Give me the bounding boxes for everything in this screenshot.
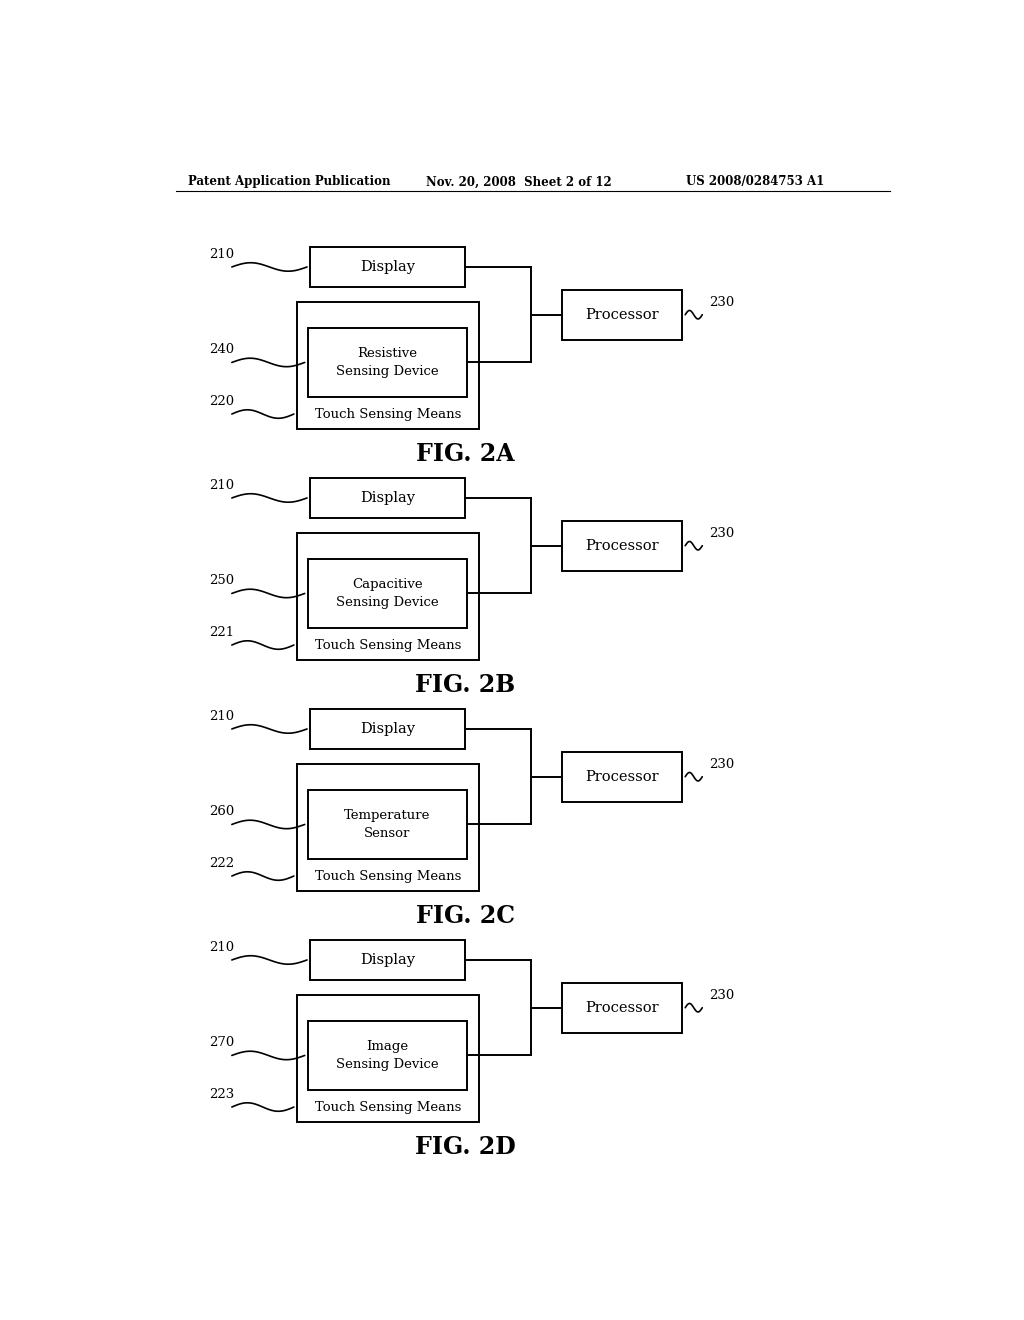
Bar — [308, 1020, 467, 1090]
Text: Processor: Processor — [586, 1001, 658, 1015]
Text: 230: 230 — [710, 296, 734, 309]
Text: FIG. 2B: FIG. 2B — [415, 673, 515, 697]
Text: 210: 210 — [209, 941, 234, 954]
Bar — [562, 520, 682, 570]
Bar — [297, 995, 479, 1122]
Text: 230: 230 — [710, 527, 734, 540]
Bar — [310, 709, 465, 748]
Text: Display: Display — [360, 260, 415, 275]
Text: Touch Sensing Means: Touch Sensing Means — [314, 1101, 461, 1114]
Text: 270: 270 — [209, 1036, 234, 1049]
Text: Image
Sensing Device: Image Sensing Device — [336, 1040, 438, 1071]
Text: 230: 230 — [710, 989, 734, 1002]
Text: Touch Sensing Means: Touch Sensing Means — [314, 639, 461, 652]
Bar — [297, 764, 479, 891]
Bar — [308, 558, 467, 628]
Text: Processor: Processor — [586, 308, 658, 322]
Text: 260: 260 — [209, 805, 234, 818]
Text: Temperature
Sensor: Temperature Sensor — [344, 809, 430, 840]
Text: 222: 222 — [209, 857, 234, 870]
Text: FIG. 2C: FIG. 2C — [416, 904, 515, 928]
Text: 240: 240 — [209, 343, 234, 356]
Text: Resistive
Sensing Device: Resistive Sensing Device — [336, 347, 438, 378]
Text: 221: 221 — [209, 626, 234, 639]
Text: 230: 230 — [710, 758, 734, 771]
Text: Processor: Processor — [586, 539, 658, 553]
Bar — [562, 751, 682, 801]
Bar — [310, 478, 465, 517]
Text: FIG. 2D: FIG. 2D — [415, 1135, 515, 1159]
Text: 223: 223 — [209, 1088, 234, 1101]
Bar — [308, 789, 467, 859]
Text: Display: Display — [360, 722, 415, 737]
Text: Touch Sensing Means: Touch Sensing Means — [314, 870, 461, 883]
Bar — [297, 302, 479, 429]
Text: Nov. 20, 2008  Sheet 2 of 12: Nov. 20, 2008 Sheet 2 of 12 — [426, 176, 612, 189]
Bar — [562, 289, 682, 339]
Text: 210: 210 — [209, 248, 234, 261]
Text: 210: 210 — [209, 710, 234, 723]
Text: Display: Display — [360, 953, 415, 968]
Text: Processor: Processor — [586, 770, 658, 784]
Bar — [562, 982, 682, 1032]
Bar — [310, 940, 465, 979]
Text: 220: 220 — [209, 395, 234, 408]
Bar — [297, 533, 479, 660]
Text: 250: 250 — [209, 574, 234, 587]
Bar — [308, 327, 467, 397]
Text: US 2008/0284753 A1: US 2008/0284753 A1 — [686, 176, 824, 189]
Bar — [310, 247, 465, 286]
Text: Patent Application Publication: Patent Application Publication — [188, 176, 391, 189]
Text: 210: 210 — [209, 479, 234, 492]
Text: FIG. 2A: FIG. 2A — [416, 442, 514, 466]
Text: Capacitive
Sensing Device: Capacitive Sensing Device — [336, 578, 438, 609]
Text: Display: Display — [360, 491, 415, 506]
Text: Touch Sensing Means: Touch Sensing Means — [314, 408, 461, 421]
